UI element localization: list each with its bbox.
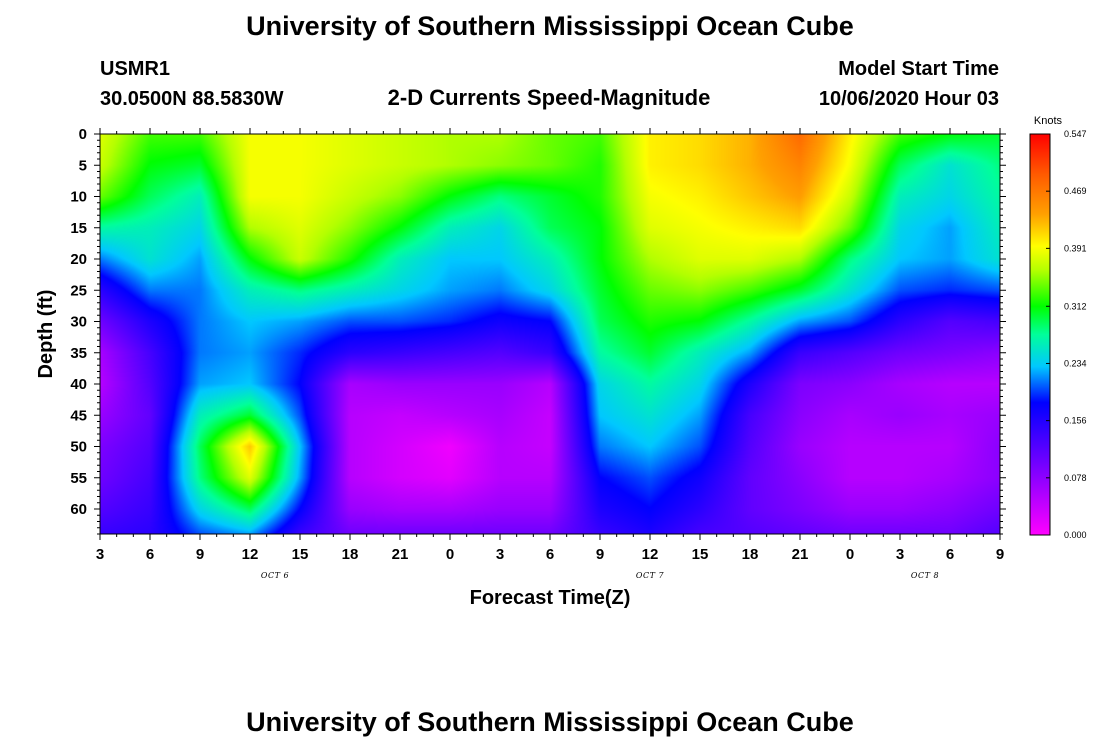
day-labels: OCT 6 OCT 7 OCT 8: [261, 571, 939, 580]
colorbar-tick-label: 0.312: [1064, 301, 1087, 311]
colorbar-tick-label: 0.469: [1064, 186, 1087, 196]
x-tick-label: 21: [392, 546, 409, 563]
colorbar-tick-label: 0.391: [1064, 243, 1087, 253]
model-start-label: Model Start Time: [838, 58, 999, 80]
x-tick-label: 18: [342, 546, 359, 563]
colorbar-tick-label: 0.547: [1064, 129, 1087, 139]
y-tick-label: 60: [70, 501, 87, 518]
x-tick-label: 18: [742, 546, 759, 563]
colorbar: [1029, 133, 1051, 536]
x-tick-label: 21: [792, 546, 809, 563]
station-name: USMR1: [100, 58, 170, 80]
y-axis-label: Depth (ft): [35, 290, 57, 379]
x-tick-label: 6: [946, 546, 954, 563]
y-tick-label: 15: [70, 220, 87, 237]
colorbar-tick-label: 0.000: [1064, 530, 1087, 540]
speed-heatmap: [100, 134, 1000, 534]
x-tick-label: 9: [996, 546, 1004, 563]
model-start-time: 10/06/2020 Hour 03: [819, 88, 999, 110]
x-tick-label: 3: [896, 546, 904, 563]
y-tick-label: 40: [70, 376, 87, 393]
x-tick-label: 12: [642, 546, 659, 563]
footer-title: University of Southern Mississippi Ocean…: [246, 707, 854, 737]
y-tick-label: 30: [70, 314, 87, 331]
day-label: OCT 7: [636, 571, 665, 580]
chart-subtitle: 2-D Currents Speed-Magnitude: [388, 85, 711, 110]
x-tick-label: 15: [292, 546, 309, 563]
x-axis-label: Forecast Time(Z): [470, 587, 631, 609]
x-tick-label: 6: [546, 546, 554, 563]
y-tick-label: 50: [70, 439, 87, 456]
station-coords: 30.0500N 88.5830W: [100, 88, 284, 110]
y-tick-label: 25: [70, 282, 87, 299]
x-tick-label: 0: [446, 546, 454, 563]
colorbar-tick-label: 0.156: [1064, 416, 1087, 426]
x-tick-label: 3: [96, 546, 104, 563]
y-tick-label: 45: [70, 407, 87, 424]
figure-title: University of Southern Mississippi Ocean…: [246, 11, 854, 41]
day-label: OCT 8: [911, 571, 939, 580]
x-tick-label: 12: [242, 546, 259, 563]
x-axis: 3 6 9 12 15 18 21 0 3 6 9 12 15 18 21 0 3 6 9: [96, 128, 1004, 563]
y-tick-label: 55: [70, 470, 87, 487]
colorbar-ticks: 0.547 0.469 0.391 0.312 0.234 0.156 0.078 0.000: [1046, 129, 1087, 540]
x-tick-label: 6: [146, 546, 154, 563]
x-tick-label: 15: [692, 546, 709, 563]
y-tick-label: 35: [70, 345, 87, 362]
x-tick-label: 9: [196, 546, 204, 563]
colorbar-unit: Knots: [1034, 115, 1063, 127]
x-tick-label: 0: [846, 546, 854, 563]
day-label: OCT 6: [261, 571, 289, 580]
y-tick-label: 5: [79, 157, 87, 174]
colorbar-tick-label: 0.234: [1064, 358, 1087, 368]
y-axis: 0 5 10 15 20 25 30 35 40 45 50 55 60: [70, 126, 1006, 535]
colorbar-tick-label: 0.078: [1064, 473, 1087, 483]
y-tick-label: 20: [70, 251, 87, 268]
y-tick-label: 0: [79, 126, 87, 143]
x-tick-label: 9: [596, 546, 604, 563]
x-tick-label: 3: [496, 546, 504, 563]
y-tick-label: 10: [70, 189, 87, 206]
